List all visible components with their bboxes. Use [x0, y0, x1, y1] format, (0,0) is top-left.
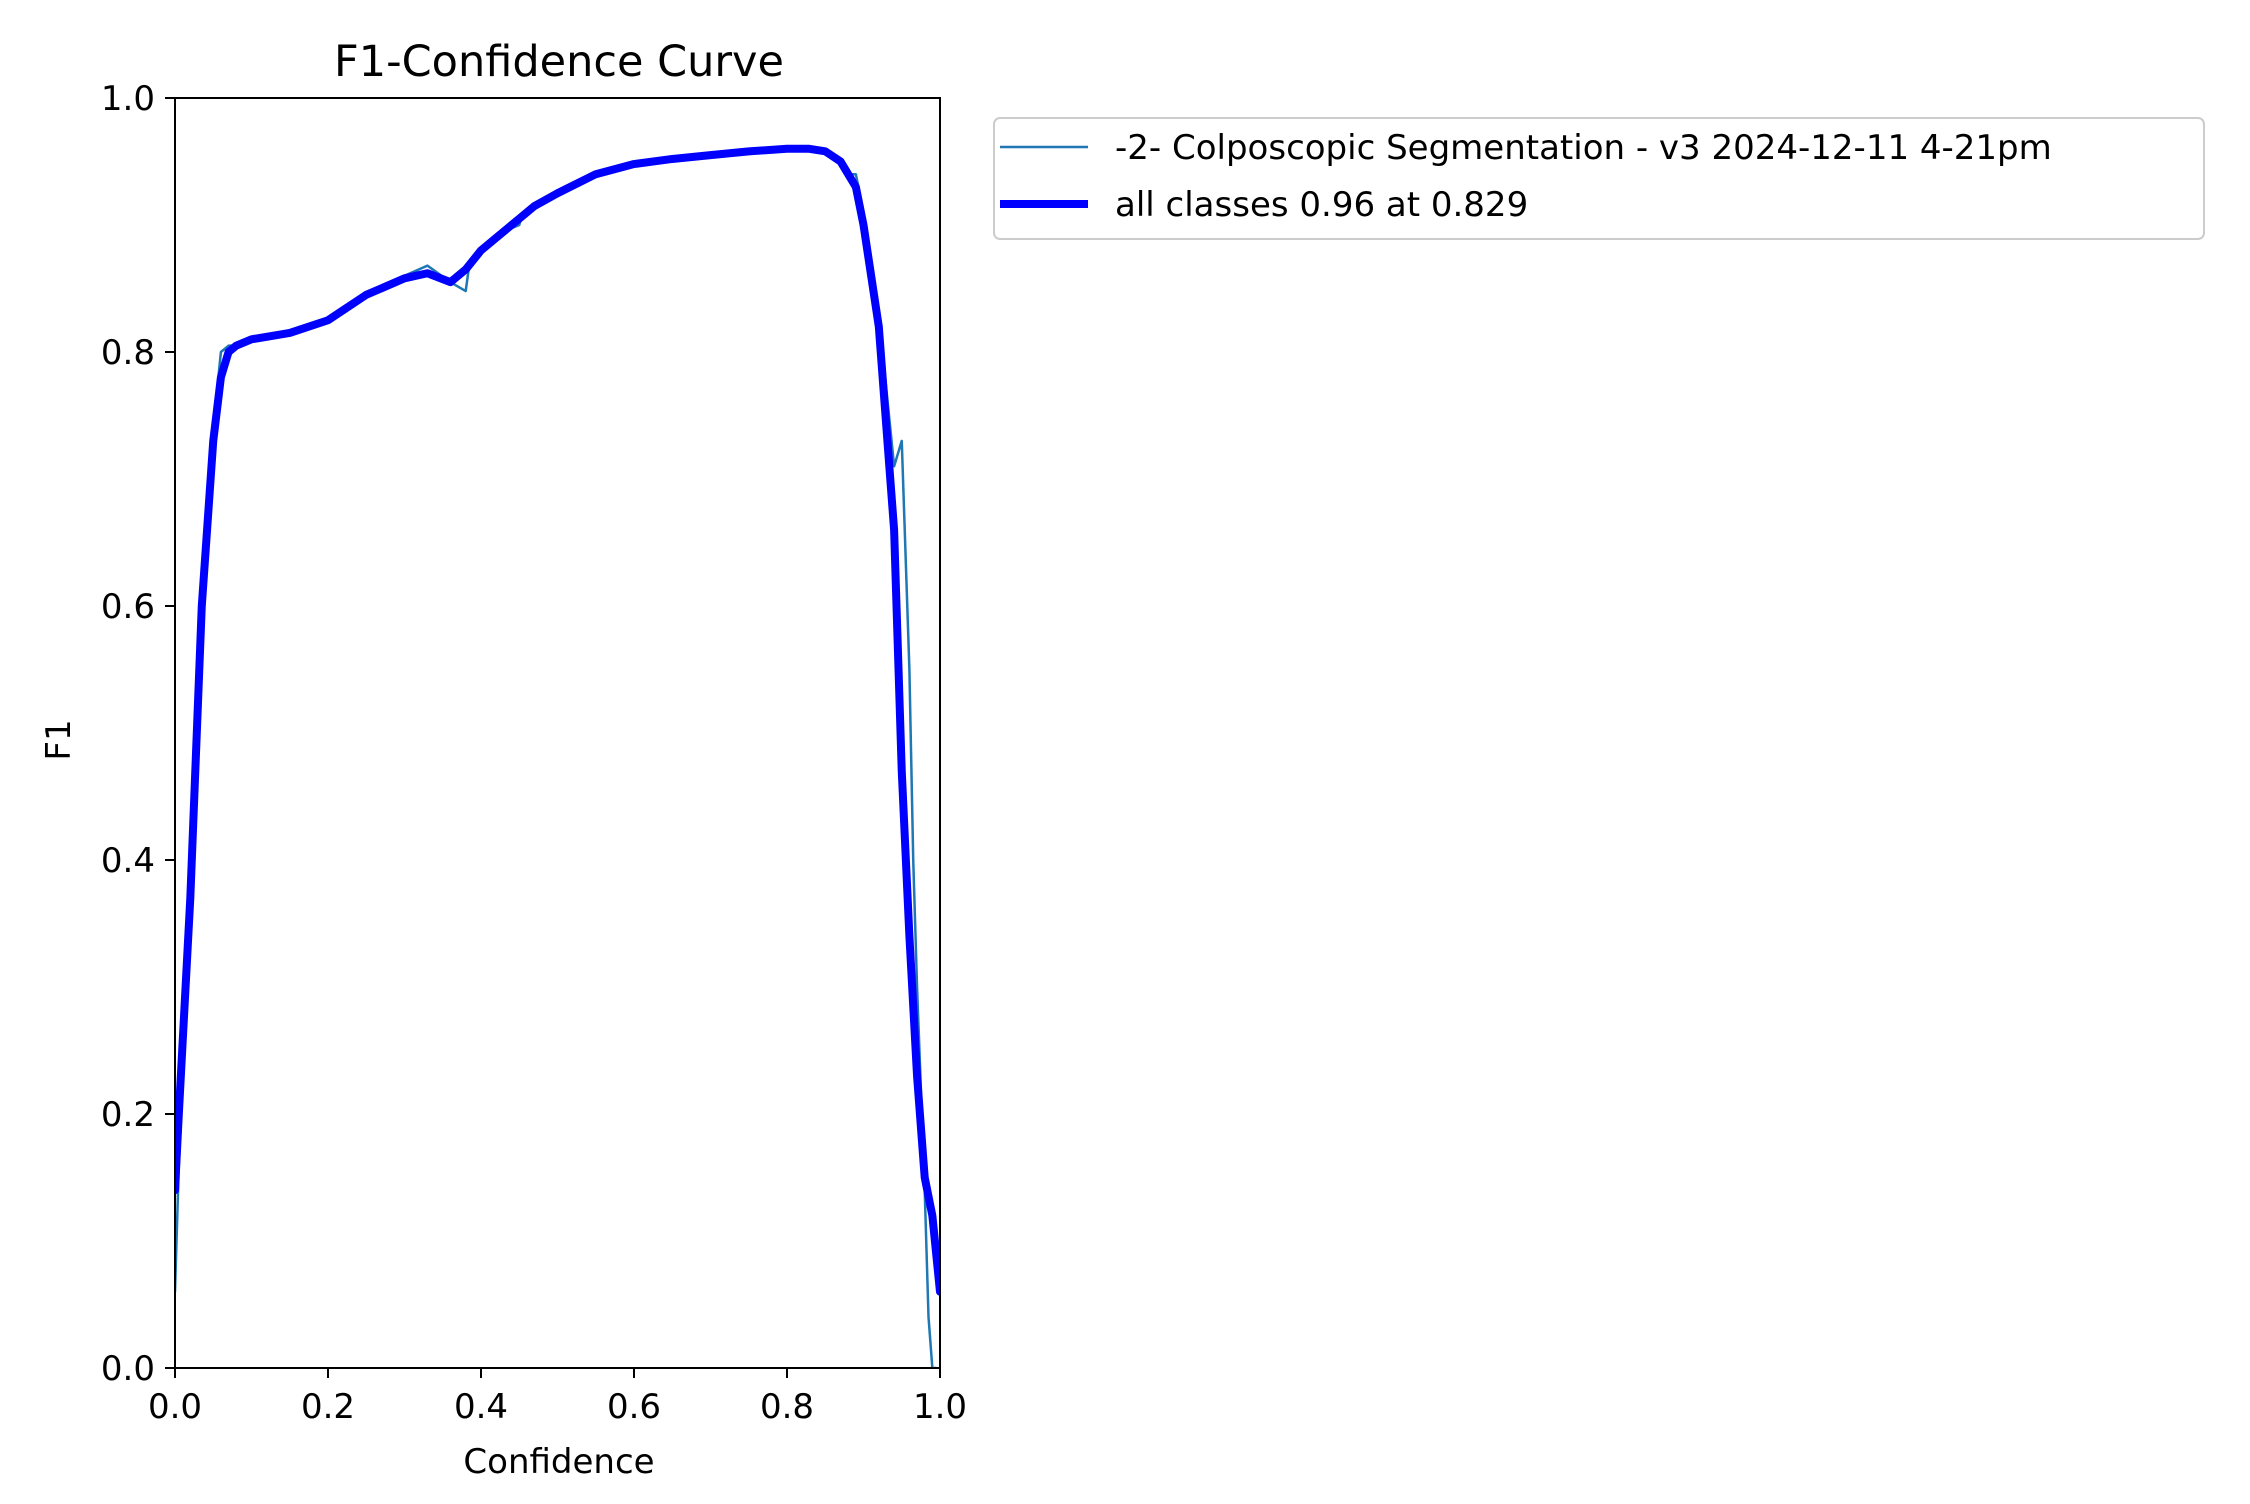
y-axis-label: F1	[39, 719, 79, 760]
x-tick-label: 0.0	[148, 1387, 202, 1427]
x-tick-label: 1.0	[913, 1387, 967, 1427]
x-tick-label: 0.8	[760, 1387, 814, 1427]
y-tick-label: 1.0	[101, 79, 155, 119]
series-layer	[175, 144, 940, 1368]
plot-frame	[174, 97, 941, 1369]
x-axis-label: Confidence	[463, 1442, 654, 1482]
x-tick-label: 0.2	[301, 1387, 355, 1427]
y-tick-label: 0.6	[101, 587, 155, 627]
y-tick-label: 0.4	[101, 841, 155, 881]
x-tick-label: 0.6	[607, 1387, 661, 1427]
legend-label-series-2: all classes 0.96 at 0.829	[1115, 185, 1528, 225]
series-line-2	[175, 144, 940, 1296]
y-tick-label: 0.8	[101, 333, 155, 373]
x-axis-ticks: 0.0 0.2 0.4 0.6 0.8 1.0	[148, 1368, 967, 1427]
y-tick-label: 0.2	[101, 1095, 155, 1135]
legend: -2- Colposcopic Segmentation - v3 2024-1…	[993, 117, 2205, 240]
y-axis-ticks: 0.0 0.2 0.4 0.6 0.8 1.0	[101, 79, 175, 1389]
legend-frame	[993, 117, 2205, 240]
x-tick-label: 0.4	[454, 1387, 508, 1427]
plot-area	[174, 97, 941, 1369]
chart-title: F1-Confidence Curve	[334, 37, 784, 87]
y-tick-label: 0.0	[101, 1349, 155, 1389]
legend-label-series-1: -2- Colposcopic Segmentation - v3 2024-1…	[1115, 128, 2052, 168]
